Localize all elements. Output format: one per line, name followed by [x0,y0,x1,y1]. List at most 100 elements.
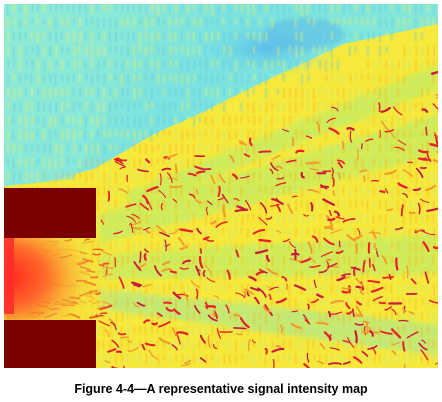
texture-stroke [192,45,195,55]
hot-streak [136,301,146,307]
hot-streak [362,330,370,334]
texture-stroke [277,227,280,237]
hot-streak [285,283,289,291]
texture-stroke [12,115,15,124]
texture-stroke [324,297,327,310]
texture-stroke [199,157,202,166]
texture-stroke [12,129,15,140]
texture-stroke [211,45,214,53]
hot-streak [289,241,296,249]
texture-stroke [319,17,322,27]
hot-streak [327,217,336,222]
texture-stroke [432,59,435,67]
hot-streak [171,344,178,351]
texture-stroke [385,31,388,44]
texture-stroke [432,255,435,265]
texture-stroke [55,59,58,67]
hot-streak [215,221,228,228]
texture-stroke [150,59,153,68]
texture-stroke [283,269,286,282]
texture-stroke [235,115,238,125]
hot-streak [384,169,397,175]
texture-stroke [139,17,142,26]
hot-streak [111,365,119,368]
hot-streak [402,307,405,314]
texture-stroke [354,227,357,237]
hot-streak [218,173,226,184]
texture-stroke [247,115,250,123]
texture-stroke [325,31,328,43]
texture-stroke [397,59,400,69]
hot-streak [307,188,320,194]
texture-stroke [360,353,363,361]
texture-stroke [259,297,262,308]
texture-stroke [324,45,327,56]
texture-stroke [109,143,112,151]
texture-stroke [199,269,202,283]
texture-stroke [258,171,261,181]
hot-streak [347,337,355,348]
hot-streak [434,246,438,249]
texture-stroke [270,269,273,279]
texture-stroke [174,283,177,292]
hot-streak [110,321,117,331]
texture-stroke [127,339,130,352]
hot-streak [162,260,171,266]
hot-streak [398,319,409,322]
texture-stroke [240,227,243,235]
texture-stroke [127,143,130,154]
hot-streak [292,195,298,198]
texture-stroke [205,185,208,198]
hot-streak [428,299,438,304]
hot-streak [326,117,336,123]
high-intensity-streaks [15,70,438,368]
hot-streak [161,268,172,272]
texture-stroke [181,129,184,142]
hot-streak [310,202,314,212]
texture-stroke [372,129,375,140]
hot-streak [195,199,203,204]
hot-streak [330,299,344,304]
texture-stroke [133,171,136,182]
texture-stroke [217,185,220,194]
hot-streak [248,275,257,282]
hot-streak [234,208,249,213]
hot-streak [336,159,346,165]
texture-stroke [354,101,357,113]
texture-stroke [330,283,333,294]
hot-streak [233,198,240,202]
hot-streak [417,149,429,154]
texture-stroke [216,241,219,253]
texture-stroke [133,101,136,110]
texture-stroke [384,227,387,236]
hot-streak [131,281,142,287]
texture-stroke [343,101,346,112]
texture-stroke [379,339,382,351]
texture-stroke [138,199,141,211]
texture-stroke [421,255,424,264]
texture-stroke [12,45,15,59]
hot-streak [275,165,283,170]
texture-stroke [252,17,255,26]
hot-streak [116,157,128,162]
hot-streak [275,182,287,187]
hot-streak [179,267,189,270]
texture-stroke [265,4,268,14]
hot-streak [144,228,151,234]
hot-streak [322,198,336,206]
hot-streak [397,139,407,146]
hot-streak [139,202,149,211]
texture-stroke [85,45,88,56]
hot-streak [137,168,149,173]
texture-stroke [396,45,399,58]
texture-stroke [264,353,267,366]
hot-streak [389,131,396,140]
texture-stroke [222,17,225,26]
hot-streak [115,350,123,354]
hot-streak [305,161,320,165]
hot-streak [400,204,404,217]
texture-stroke [247,45,250,54]
hot-streak [331,106,339,112]
hot-streak [346,311,352,315]
hot-streak [326,261,330,270]
